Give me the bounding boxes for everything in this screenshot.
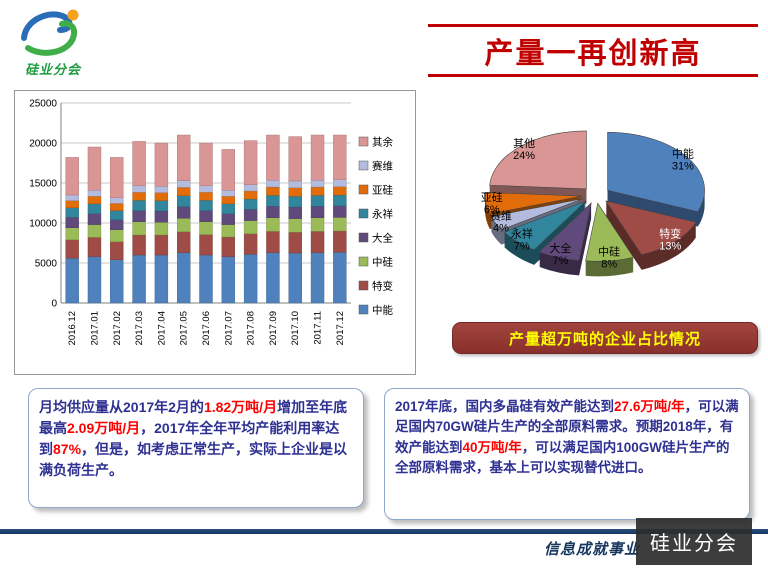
svg-text:2017.08: 2017.08 — [246, 311, 257, 345]
production-bar-chart: 0 5000 10000 15000 20000 25000 2016.12 2017.01 2… — [14, 90, 416, 375]
svg-text:2017.03: 2017.03 — [134, 311, 145, 345]
pie-chart: 其他 24% 中能 31% 亚硅 6% 赛维 4% 特变 13% 永祥 7% 大全 7% 中硅 8% — [438, 98, 760, 326]
svg-text:亚硅: 亚硅 — [372, 184, 393, 197]
svg-text:0: 0 — [51, 299, 57, 310]
footer-slogan: 信息成就事业 — [544, 541, 641, 558]
logo-text: 硅业分会 — [24, 62, 81, 77]
watermark: 硅业分会 — [636, 518, 752, 565]
svg-text:亚硅6%: 亚硅 6% — [481, 191, 503, 216]
svg-text:2017.02: 2017.02 — [112, 311, 123, 345]
logo: 硅业分会 — [10, 4, 96, 78]
title-rule-bottom — [428, 74, 758, 77]
svg-text:赛维4%: 赛维 4% — [490, 209, 512, 235]
footer-rule — [0, 529, 768, 534]
svg-text:2017.10: 2017.10 — [290, 311, 301, 345]
svg-text:2017.11: 2017.11 — [313, 311, 324, 345]
svg-text:中能: 中能 — [372, 304, 393, 317]
svg-text:5000: 5000 — [35, 259, 58, 270]
note-left: 月均供应量从2017年2月的1.82万吨/月增加至年底最高2.09万吨/月，20… — [28, 388, 364, 508]
logo-mark-icon — [21, 9, 79, 56]
pie-caption-banner: 产量超万吨的企业占比情况 — [452, 322, 758, 354]
svg-text:特变: 特变 — [372, 280, 393, 293]
svg-text:2016.12: 2016.12 — [67, 311, 78, 345]
svg-text:2017.12: 2017.12 — [335, 311, 346, 345]
svg-text:20000: 20000 — [29, 139, 57, 150]
svg-text:15000: 15000 — [29, 179, 57, 190]
title-block: 产量一再创新高 — [428, 24, 758, 77]
svg-text:2017.07: 2017.07 — [223, 311, 234, 345]
svg-text:中硅: 中硅 — [372, 256, 393, 269]
svg-text:大全7%: 大全 7% — [549, 241, 571, 267]
svg-text:大全: 大全 — [372, 232, 393, 245]
svg-text:10000: 10000 — [29, 219, 57, 230]
bar-chart-svg: 0 5000 10000 15000 20000 25000 2016.12 2017.01 2… — [29, 99, 393, 346]
pie-chart-svg: 其他 24% 中能 31% 亚硅 6%赛维 4% 特变 13% 永祥 7% 大全 7% 中硅 8% — [481, 130, 705, 277]
svg-text:2017.04: 2017.04 — [156, 311, 167, 345]
svg-text:2017.05: 2017.05 — [179, 311, 190, 345]
svg-text:中硅8%: 中硅 8% — [598, 245, 620, 270]
note-right: 2017年底，国内多晶硅有效产能达到27.6万吨/年，可以满足国内70GW硅片生… — [384, 388, 750, 520]
svg-text:永祥7%: 永祥 7% — [511, 226, 533, 252]
title-rule-top — [428, 24, 758, 27]
svg-text:25000: 25000 — [29, 99, 57, 110]
svg-text:赛维: 赛维 — [372, 160, 393, 173]
svg-text:其余: 其余 — [372, 136, 393, 149]
page-title: 产量一再创新高 — [484, 38, 702, 70]
svg-text:2017.09: 2017.09 — [268, 311, 279, 345]
svg-text:2017.01: 2017.01 — [89, 311, 100, 345]
svg-text:永祥: 永祥 — [372, 208, 393, 221]
svg-text:2017.06: 2017.06 — [201, 311, 212, 345]
